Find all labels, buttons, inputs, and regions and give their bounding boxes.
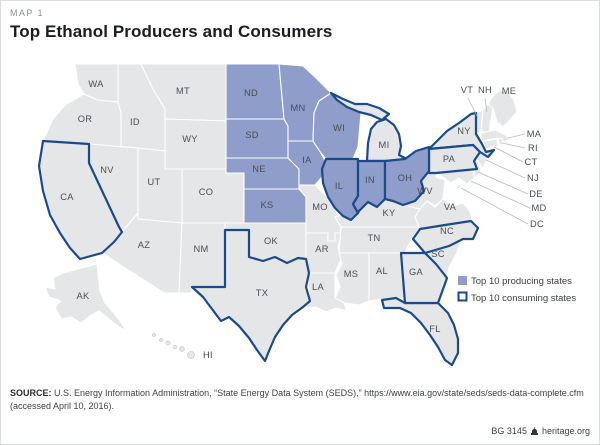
leader-line-ma: [507, 133, 526, 139]
state-mi-upper: [329, 91, 391, 122]
state-label-sd: SD: [245, 130, 259, 140]
state-label-ar: AR: [315, 244, 329, 254]
state-label-ak: AK: [76, 291, 90, 301]
leader-line-de: [477, 171, 529, 195]
state-label-wi: WI: [333, 123, 345, 133]
state-label-az: AZ: [138, 240, 151, 250]
state-label-va: VA: [444, 202, 457, 212]
state-label-ct: CT: [525, 157, 538, 167]
state-ca: [37, 139, 124, 261]
state-nh: [480, 103, 494, 133]
state-hi: [152, 333, 195, 359]
state-label-dc: DC: [530, 219, 544, 229]
leader-line-ri: [501, 142, 526, 149]
state-pa: [427, 143, 482, 175]
state-label-al: AL: [376, 266, 388, 276]
state-label-fl: FL: [429, 324, 440, 334]
leader-line-nj: [485, 159, 526, 179]
state-label-ma: MA: [527, 129, 542, 139]
state-label-me: ME: [502, 86, 517, 96]
state-labels: WA OR CA NV ID MT WY UT CO AZ NM TX OK KS NE SD ND MN IA MO…: [60, 79, 546, 360]
leader-line-vt: [467, 97, 479, 119]
state-nm: [178, 222, 226, 294]
source-label: SOURCE:: [10, 388, 52, 398]
state-ks: [243, 188, 307, 224]
site-name: heritage.org: [541, 426, 590, 436]
leader-line-ct: [493, 146, 524, 163]
state-label-wv: WV: [417, 186, 433, 196]
leader-line-nh: [484, 97, 488, 113]
state-label-ms: MS: [344, 269, 359, 279]
legend-producing-swatch: [458, 276, 467, 285]
state-label-mn: MN: [290, 103, 305, 113]
state-label-ky: KY: [382, 208, 395, 218]
source-text: U.S. Energy Information Administration, …: [10, 388, 584, 412]
map-number-kicker: MAP 1: [10, 8, 44, 18]
state-label-nj: NJ: [527, 173, 539, 183]
state-label-nd: ND: [244, 88, 258, 98]
figure-header: MAP 1 Top Ethanol Producers and Consumer…: [10, 8, 332, 42]
state-label-nh: NH: [478, 85, 492, 95]
state-fl: [380, 296, 460, 367]
state-tx: [190, 228, 312, 363]
state-label-nv: NV: [100, 165, 114, 175]
map-legend: Top 10 producing states Top 10 consuming…: [457, 276, 576, 304]
state-label-hi: HI: [203, 350, 213, 360]
state-label-ut: UT: [148, 177, 161, 187]
state-label-la: LA: [312, 282, 324, 292]
state-ga: [399, 251, 449, 305]
leader-line-md: [470, 180, 531, 209]
state-label-mt: MT: [176, 86, 190, 96]
figure-footer: BG 3145 heritage.org: [491, 426, 590, 436]
state-dc: [456, 184, 462, 190]
state-label-pa: PA: [443, 154, 456, 164]
state-label-ca: CA: [60, 192, 74, 202]
state-label-ne: NE: [252, 164, 266, 174]
state-label-md: MD: [531, 203, 546, 213]
state-label-sc: SC: [431, 249, 445, 259]
state-label-mi: MI: [379, 140, 390, 150]
state-ny: [427, 111, 496, 159]
state-label-wa: WA: [88, 79, 104, 89]
state-label-ga: GA: [409, 267, 424, 277]
state-label-oh: OH: [398, 173, 413, 183]
leader-line-dc: [460, 187, 529, 225]
state-label-ri: RI: [528, 143, 538, 153]
state-label-in: IN: [365, 175, 375, 185]
state-label-nc: NC: [440, 226, 454, 236]
state-label-ks: KS: [260, 200, 273, 210]
state-label-ia: IA: [302, 155, 312, 165]
state-label-or: OR: [78, 114, 93, 124]
state-label-mo: MO: [312, 202, 328, 212]
state-nc: [411, 219, 480, 255]
state-label-il: IL: [335, 181, 343, 191]
source-note: SOURCE: U.S. Energy Information Administ…: [10, 387, 594, 413]
state-ak: [44, 263, 128, 332]
state-label-ok: OK: [264, 236, 279, 246]
legend-producing-label: Top 10 producing states: [471, 276, 572, 287]
figure-title: Top Ethanol Producers and Consumers: [10, 22, 333, 41]
state-label-tn: TN: [368, 233, 381, 243]
state-label-vt: VT: [461, 85, 474, 95]
small-state-leader-lines: [460, 97, 531, 225]
state-ri: [497, 137, 504, 146]
heritage-logo-icon: [530, 426, 538, 435]
state-label-tx: TX: [256, 288, 268, 298]
state-label-de: DE: [529, 189, 543, 199]
state-label-ny: NY: [457, 126, 471, 136]
state-label-id: ID: [130, 117, 140, 127]
legend-consuming-swatch: [457, 291, 468, 302]
state-label-co: CO: [199, 187, 214, 197]
state-me: [487, 89, 518, 128]
doc-id: BG 3145: [491, 426, 527, 436]
state-wy: [164, 118, 227, 170]
state-label-nm: NM: [193, 244, 208, 254]
state-label-wy: WY: [182, 134, 198, 144]
legend-consuming-label: Top 10 consuming states: [471, 293, 576, 304]
state-oh: [383, 145, 431, 207]
